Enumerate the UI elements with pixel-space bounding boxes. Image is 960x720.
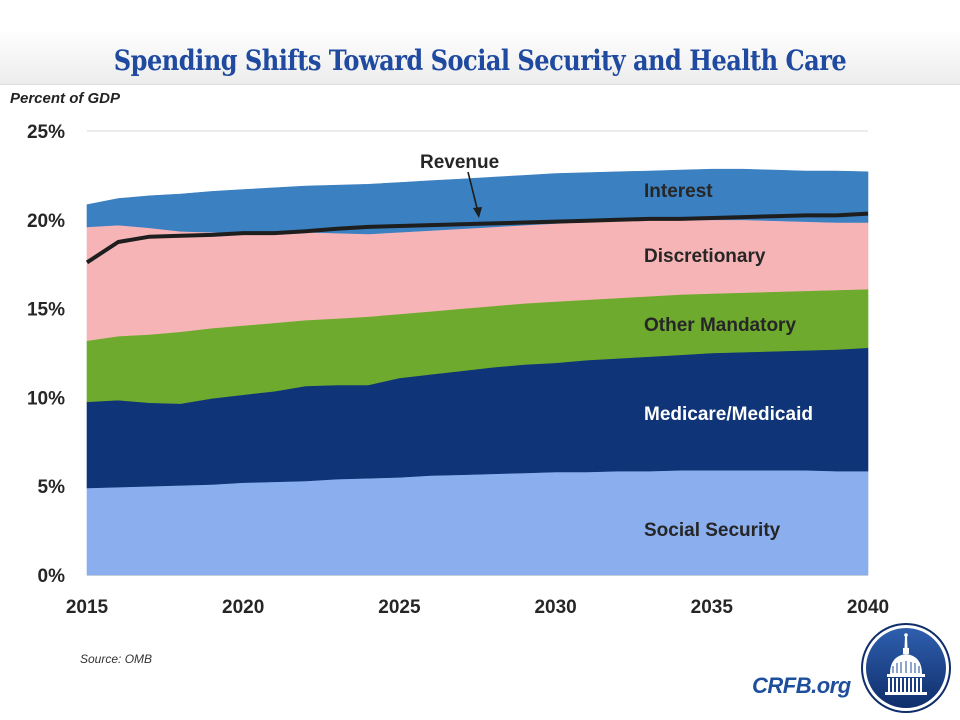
series-label-discretionary: Discretionary bbox=[644, 246, 766, 267]
capitol-dome-logo-icon bbox=[861, 623, 951, 713]
series-labels: Social Security Medicare/Medicaid Other Ma… bbox=[644, 181, 813, 541]
series-label-social-security: Social Security bbox=[644, 520, 781, 541]
x-tick-label: 2025 bbox=[378, 597, 421, 618]
revenue-arrowhead bbox=[473, 207, 482, 218]
revenue-line bbox=[85, 211, 869, 265]
x-tick-label: 2040 bbox=[847, 597, 889, 618]
x-tick-label: 2020 bbox=[222, 597, 264, 618]
series-label-medicare-medicaid: Medicare/Medicaid bbox=[644, 404, 813, 425]
source-note: Source: OMB bbox=[80, 652, 153, 666]
chart-title: Spending Shifts Toward Social Security a… bbox=[113, 44, 847, 77]
gridlines bbox=[87, 130, 868, 576]
x-tick-label: 2030 bbox=[534, 597, 576, 618]
y-tick-label: 15% bbox=[27, 300, 65, 321]
series-label-interest: Interest bbox=[644, 181, 713, 202]
revenue-line-group bbox=[85, 211, 869, 265]
x-tick-label: 2015 bbox=[66, 597, 109, 618]
area-layers bbox=[86, 168, 869, 576]
x-axis-ticks: 2015 2020 2025 2030 2035 2040 bbox=[66, 597, 889, 618]
series-label-other-mandatory: Other Mandatory bbox=[644, 315, 796, 336]
x-tick-label: 2035 bbox=[691, 597, 734, 618]
y-axis-label: Percent of GDP bbox=[10, 90, 121, 107]
y-tick-label: 5% bbox=[38, 477, 66, 498]
revenue-annotation: Revenue bbox=[420, 152, 499, 218]
title-banner: Spending Shifts Toward Social Security a… bbox=[0, 0, 960, 85]
y-axis-ticks: 0% 5% 10% 15% 20% 25% bbox=[27, 122, 65, 587]
crfb-link[interactable]: CRFB.org bbox=[752, 673, 851, 698]
y-tick-label: 0% bbox=[38, 566, 66, 587]
revenue-label: Revenue bbox=[420, 152, 499, 173]
y-tick-label: 20% bbox=[27, 211, 65, 232]
revenue-arrow bbox=[467, 171, 479, 213]
y-tick-label: 25% bbox=[27, 122, 65, 143]
y-tick-label: 10% bbox=[27, 388, 65, 409]
